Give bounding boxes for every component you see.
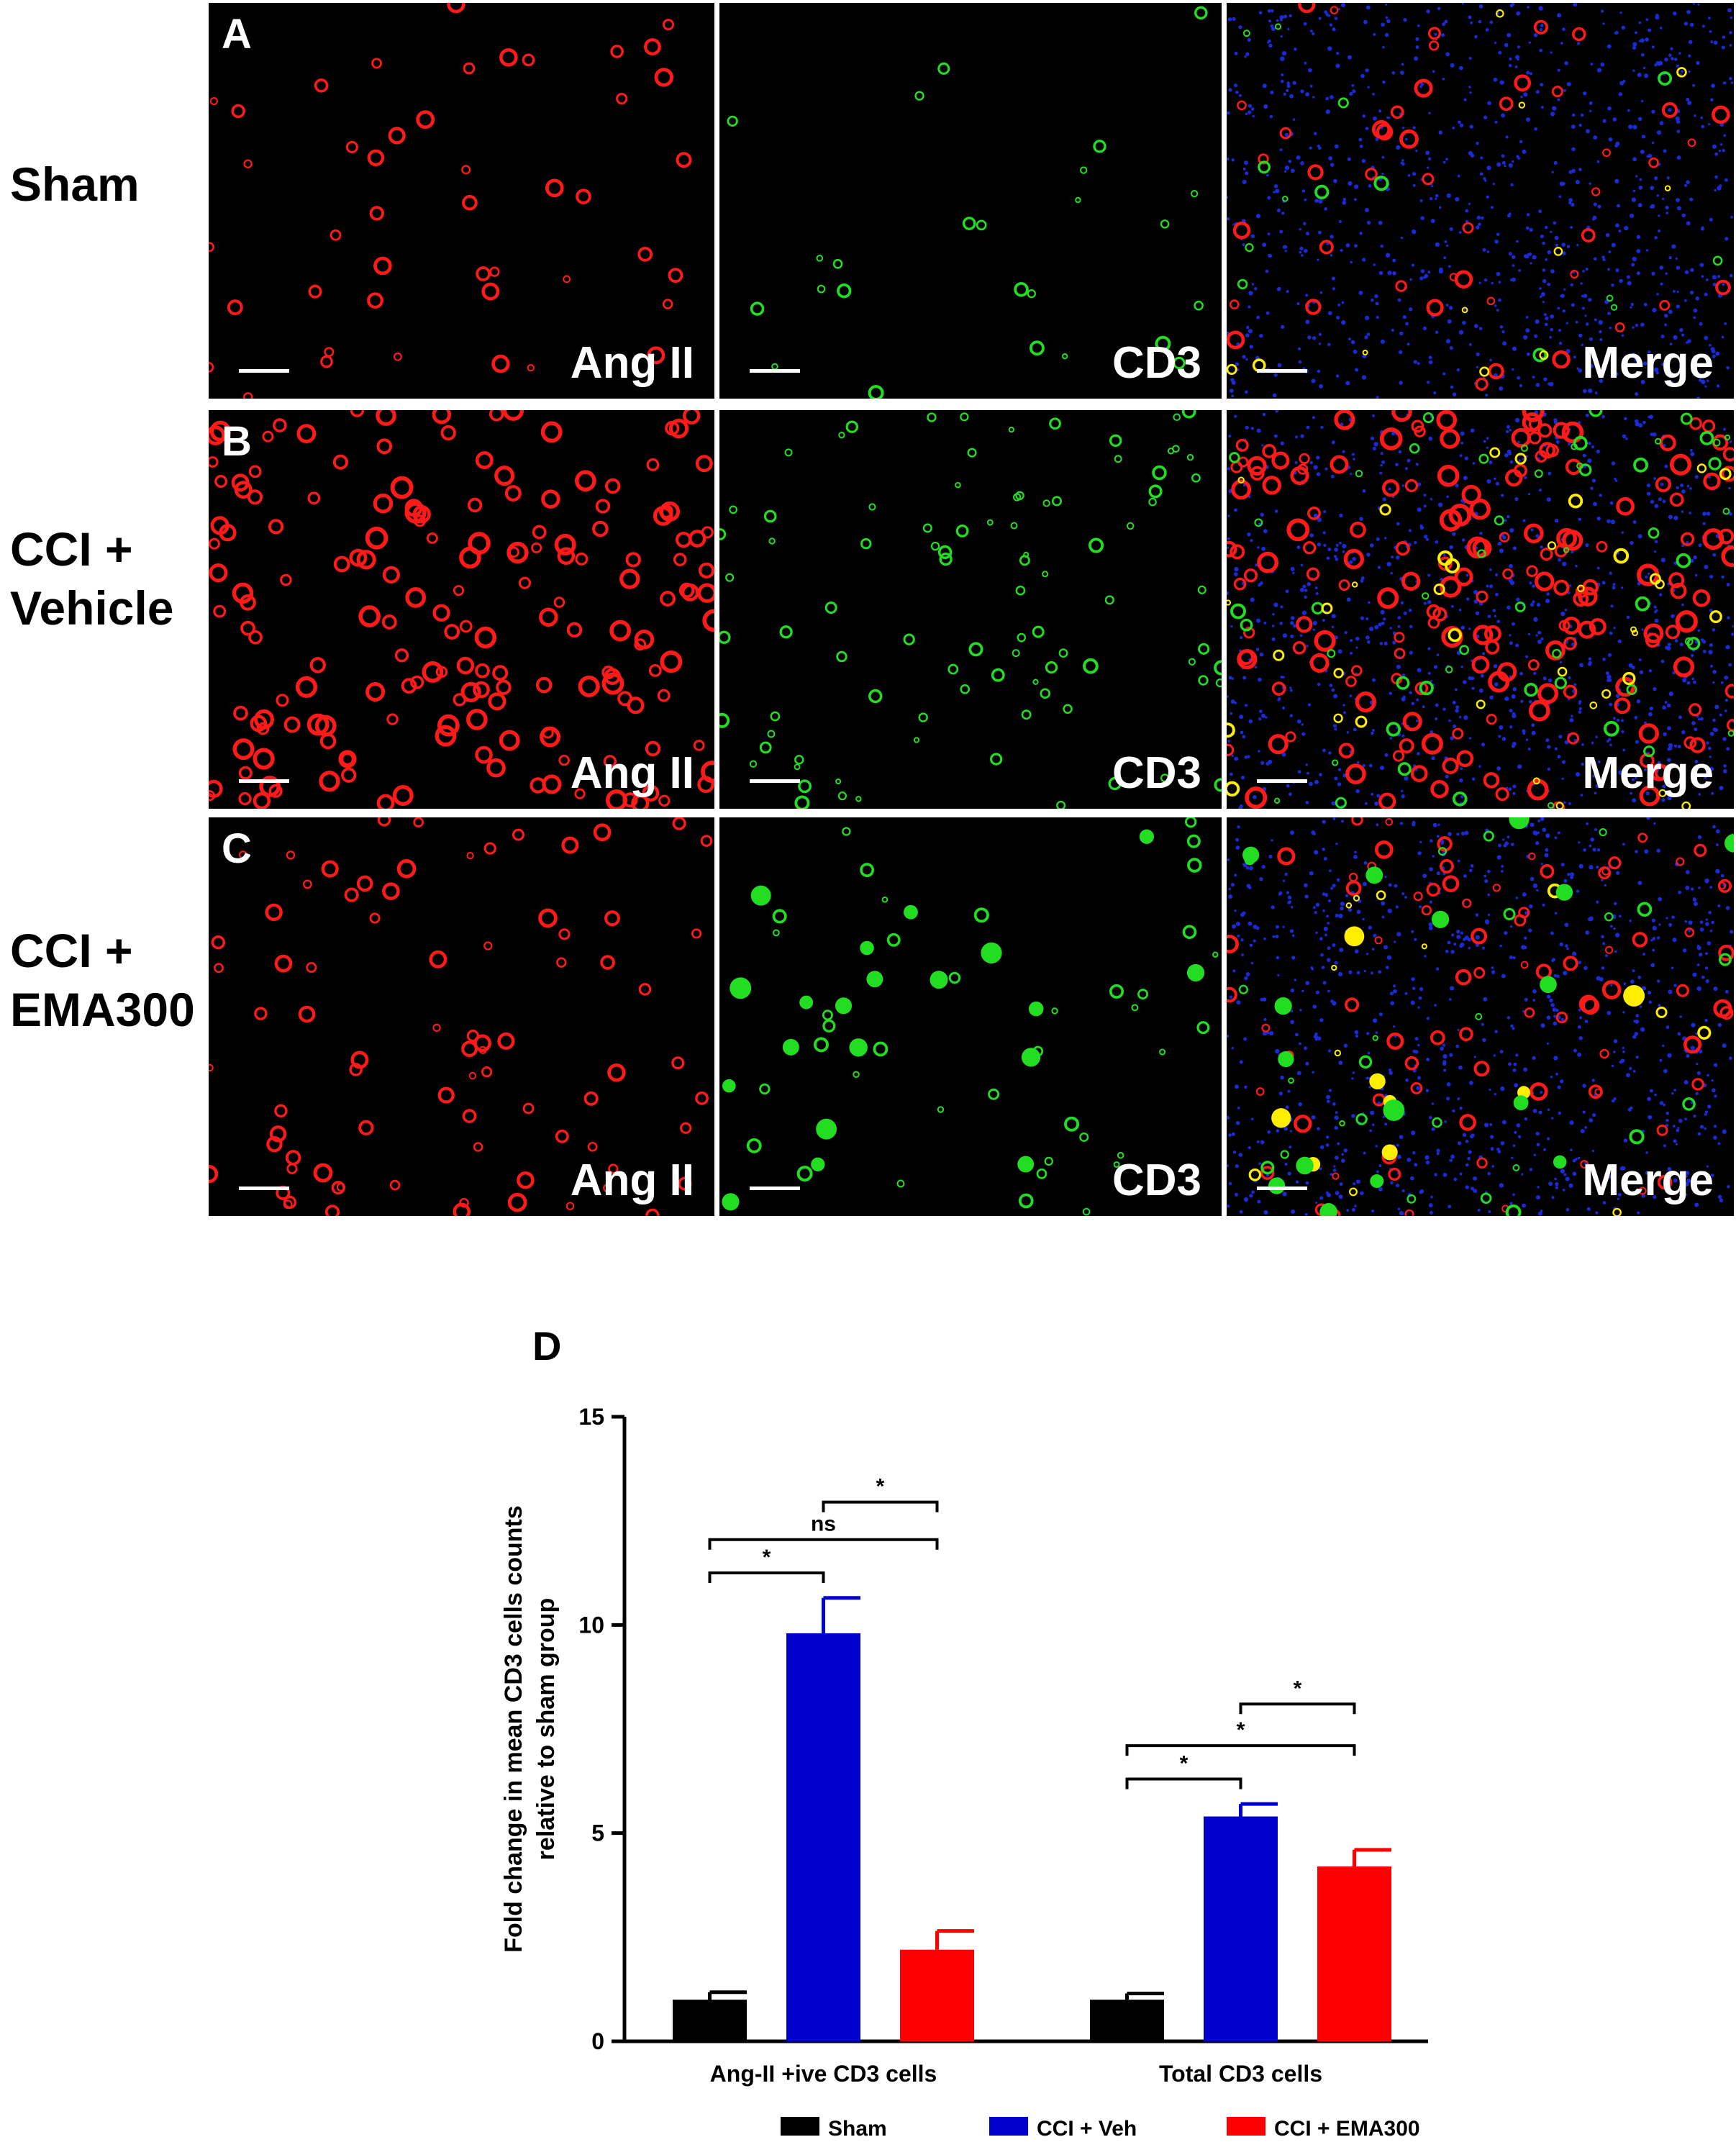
channel-label-cd3: CD3 [1112, 338, 1201, 388]
panel-c-merge: Merge [1227, 817, 1734, 1216]
bar [1317, 1866, 1391, 2041]
panel-c-cd3: CD3 [719, 817, 1222, 1216]
scale-bar [239, 779, 289, 783]
significance-bracket [708, 1538, 939, 1550]
row-label-cci-ema300: CCI + EMA300 [10, 924, 195, 1036]
significance-label: ns [811, 1512, 836, 1536]
significance-bracket [1239, 1702, 1356, 1715]
micrograph-a-ang2 [209, 3, 692, 399]
bar-chart: D 0 5 10 15 Fold change in mean CD3 cells cou… [500, 1323, 1428, 2141]
micrograph-b-cd3 [719, 410, 1222, 809]
significance-bracket [822, 1500, 939, 1512]
panel-b-ang2: B Ang II [209, 410, 714, 809]
bar [1204, 1816, 1278, 2041]
significance-label: * [1180, 1751, 1189, 1775]
micrograph-a-merge [1227, 3, 1734, 399]
significance-label: * [876, 1475, 885, 1499]
micrograph-c-cd3 [722, 817, 1219, 1216]
micrograph-a-cd3 [727, 6, 1208, 399]
bar [900, 1949, 974, 2041]
micrograph-b-ang2 [209, 410, 714, 809]
y-tick-label: 0 [591, 2028, 604, 2054]
panel-b-cd3: CD3 [719, 410, 1222, 809]
bar [1090, 2000, 1164, 2041]
channel-label-ang2: Ang II [570, 338, 694, 388]
row-label-cci-vehicle: CCI + Vehicle [10, 522, 174, 635]
micrograph-b-merge [1227, 410, 1734, 809]
legend-label: CCI + EMA300 [1274, 2117, 1420, 2141]
panel-letter-d: D [532, 1323, 561, 1369]
significance-bracket [708, 1571, 825, 1583]
legend-label: CCI + Veh [1037, 2117, 1137, 2141]
scale-bar [750, 779, 800, 783]
y-axis-label: Fold change in mean CD3 cells counts [500, 1505, 527, 1953]
panel-letter-a: A [222, 11, 252, 58]
panel-b-merge: Merge [1227, 410, 1734, 809]
panel-a-ang2: A Ang II [209, 3, 714, 399]
scale-bar [239, 1187, 289, 1190]
channel-label-cd3: CD3 [1112, 748, 1201, 798]
channel-label-merge: Merge [1582, 748, 1714, 798]
panel-c-ang2: C Ang II [209, 817, 714, 1216]
significance-label: * [1237, 1718, 1245, 1742]
significance-label: * [1294, 1677, 1302, 1700]
bar [673, 2000, 747, 2041]
y-tick-label: 10 [578, 1612, 604, 1638]
legend-swatch [781, 2117, 819, 2136]
channel-label-merge: Merge [1582, 1156, 1714, 1205]
scale-bar [750, 369, 800, 373]
scale-bar [1257, 369, 1307, 373]
channel-label-ang2: Ang II [570, 748, 694, 798]
significance-label: * [763, 1546, 771, 1569]
scale-bar [750, 1187, 800, 1190]
channel-label-cd3: CD3 [1112, 1156, 1201, 1205]
channel-label-ang2: Ang II [570, 1156, 694, 1205]
scale-bar [239, 369, 289, 373]
row-label-sham: Sham [10, 158, 140, 211]
channel-label-merge: Merge [1582, 338, 1714, 388]
panel-letter-c: C [222, 825, 252, 872]
legend-swatch [1227, 2117, 1265, 2136]
x-category-label: Ang-II +ive CD3 cells [710, 2061, 937, 2087]
scale-bar [1257, 1187, 1307, 1190]
scale-bar [1257, 779, 1307, 783]
legend-label: Sham [828, 2117, 887, 2141]
legend-swatch [989, 2117, 1028, 2136]
bar [786, 1633, 860, 2041]
y-tick-label: 15 [578, 1404, 604, 1430]
panel-letter-b: B [222, 418, 252, 465]
y-tick-label: 5 [591, 1820, 604, 1846]
panel-a-merge: Merge [1227, 3, 1734, 399]
significance-bracket [1125, 1777, 1242, 1789]
significance-bracket [1125, 1744, 1356, 1756]
x-category-label: Total CD3 cells [1159, 2061, 1322, 2087]
panel-a-cd3: CD3 [719, 3, 1222, 399]
micrograph-c-ang2 [209, 817, 713, 1216]
micrograph-c-merge [1227, 817, 1734, 1216]
y-axis-label: relative to sham group [532, 1598, 560, 1861]
